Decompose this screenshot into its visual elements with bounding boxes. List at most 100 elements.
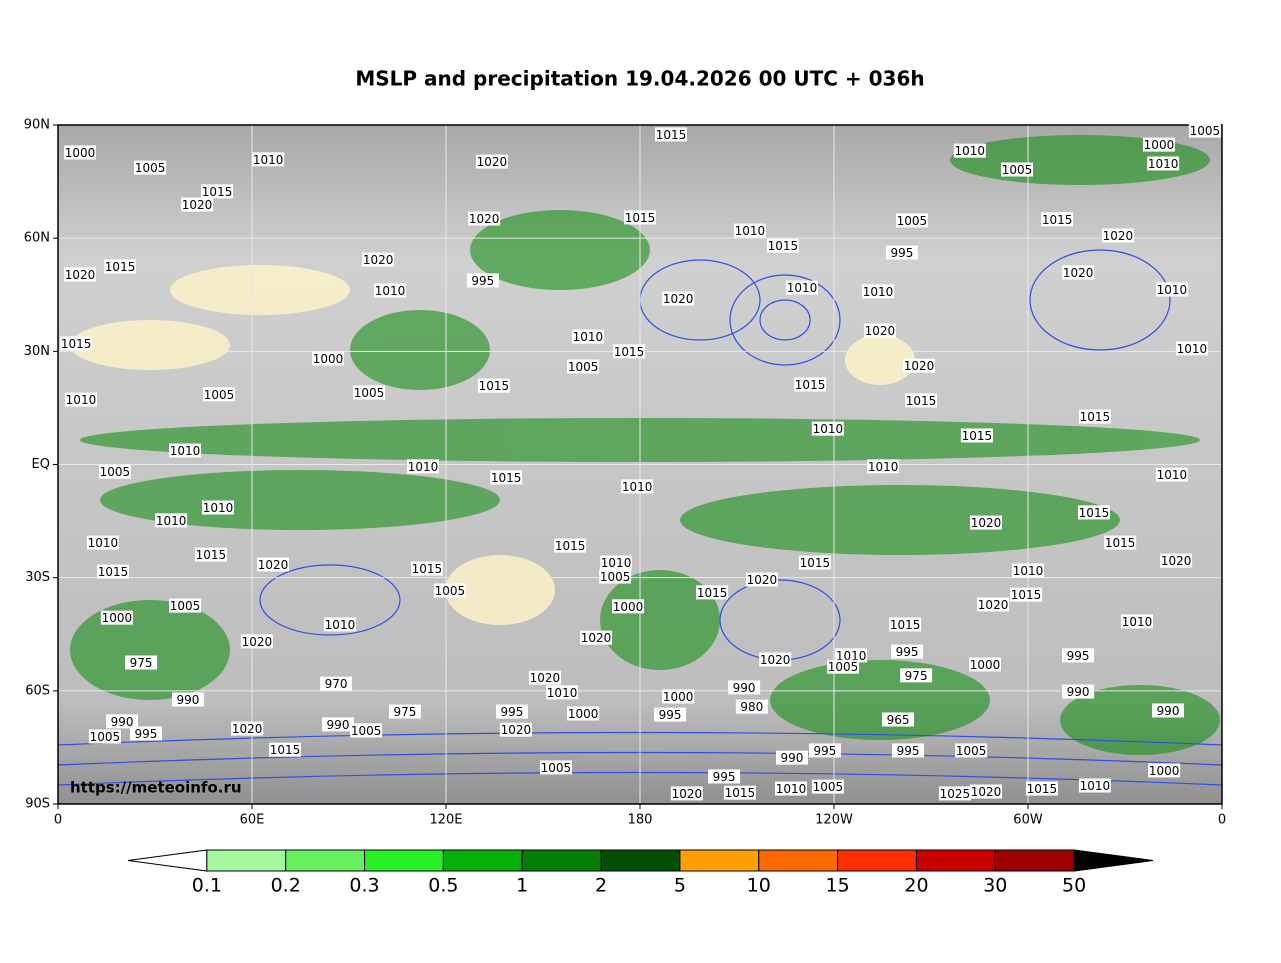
colorbar-label: 10 <box>747 875 771 897</box>
isobar-label: 1020 <box>581 631 612 645</box>
isobar-label: 1020 <box>182 198 213 212</box>
isobar-label-box <box>374 283 407 298</box>
y-tick-label: 30N <box>24 344 50 359</box>
isobar-label-box <box>1160 553 1193 568</box>
isobar-label: 1020 <box>232 722 263 736</box>
colorbar-label: 1 <box>516 875 528 897</box>
isobar-label: 1000 <box>313 352 344 366</box>
x-tick-label: 60W <box>1013 813 1043 828</box>
isobar-label-box <box>733 223 766 238</box>
isobar-label-box <box>499 722 532 737</box>
isobar-label: 1020 <box>1103 229 1134 243</box>
isobar-label-box <box>670 786 703 801</box>
isobar-label: 1015 <box>1105 536 1136 550</box>
isobar-label-box <box>662 689 695 704</box>
isobar-label: 1000 <box>613 600 644 614</box>
isobar-label-box <box>410 561 443 576</box>
colorbar-box <box>837 849 917 872</box>
isobar-label: 1020 <box>530 671 561 685</box>
isobar-label-box <box>1152 703 1185 718</box>
isobar-label-box <box>1175 341 1208 356</box>
isobar-label-box <box>1142 137 1175 152</box>
isobar-label: 1020 <box>904 359 935 373</box>
isobar-label-box <box>181 197 214 212</box>
colorbar-label: 0.5 <box>428 875 458 897</box>
isobar-label: 1020 <box>971 785 1002 799</box>
isobar-label: 1010 <box>325 618 356 632</box>
isobar-label-box <box>466 273 499 288</box>
isobar-label-box <box>599 569 632 584</box>
isobar-label-box <box>904 393 937 408</box>
isobar-label: 1010 <box>1080 779 1111 793</box>
isobar-label: 1020 <box>1161 554 1192 568</box>
isobar-label: 1015 <box>412 562 443 576</box>
isobar-label: 1005 <box>541 761 572 775</box>
isobar-label: 1015 <box>800 556 831 570</box>
isobar-label-box <box>827 659 860 674</box>
x-tick-label: 120E <box>429 813 462 828</box>
isobar-label-box <box>201 184 234 199</box>
isobar-label: 1000 <box>65 146 96 160</box>
x-tick-label: 0 <box>54 813 62 828</box>
y-tick-label: 60N <box>24 231 50 246</box>
isobar-label-box <box>1104 535 1137 550</box>
isobar-label: 1015 <box>1011 588 1042 602</box>
isobar-label: 1005 <box>813 780 844 794</box>
isobar-label: 1015 <box>1027 782 1058 796</box>
isobar-label: 1000 <box>1149 764 1180 778</box>
isobar-label-box <box>1078 778 1111 793</box>
isobar-label: 1020 <box>501 723 532 737</box>
isobar-label: 1015 <box>491 471 522 485</box>
isobar-label: 1010 <box>547 686 578 700</box>
isobar-label: 1020 <box>747 573 778 587</box>
isobar-label: 1010 <box>735 224 766 238</box>
colorbar-label: 50 <box>1062 875 1086 897</box>
isobar-label-box <box>468 211 501 226</box>
isobar-label: 1010 <box>863 285 894 299</box>
isobar-label: 1015 <box>768 239 799 253</box>
isobar-label-box <box>63 145 96 160</box>
isobar-label-box <box>580 630 613 645</box>
isobar-label-box <box>885 245 918 260</box>
isobar-label: 1010 <box>1157 283 1188 297</box>
isobar-label: 1000 <box>970 658 1001 672</box>
isobar-label-box <box>811 779 844 794</box>
isobar-label: 1020 <box>672 787 703 801</box>
isobar-label: 1015 <box>1079 506 1110 520</box>
isobar-label-box <box>1025 781 1058 796</box>
y-tick-label: 90N <box>24 118 50 133</box>
isobar-label-box <box>903 358 936 373</box>
isobar-label-box <box>600 555 633 570</box>
isobar-label-box <box>106 714 139 729</box>
isobar-label-box <box>708 769 741 784</box>
isobar-label-box <box>88 729 121 744</box>
isobar-label: 1020 <box>1063 266 1094 280</box>
colorbar-label: 0.3 <box>349 875 379 897</box>
isobar-label: 1015 <box>196 548 227 562</box>
isobar-label-box <box>1120 614 1153 629</box>
isobar-label-box <box>98 464 131 479</box>
isobar-label-box <box>539 760 572 775</box>
isobar-label: 1020 <box>477 155 508 169</box>
isobar-label-box <box>169 598 202 613</box>
x-tick-label: 60E <box>240 813 265 828</box>
colorbar-box <box>994 849 1075 872</box>
isobar-label-box <box>252 152 285 167</box>
isobar-label: 1000 <box>568 707 599 721</box>
isobar-label: 975 <box>393 705 416 719</box>
isobar-label: 1005 <box>600 570 631 584</box>
isobar-label: 1015 <box>725 786 756 800</box>
dry-land <box>70 265 915 625</box>
colorbar-box <box>285 849 366 872</box>
colorbar-label: 30 <box>983 875 1007 897</box>
isobar-label: 1015 <box>1042 213 1073 227</box>
isobar-label-box <box>134 160 167 175</box>
isobar-label: 1020 <box>978 598 1009 612</box>
isobar-label-box <box>1001 162 1034 177</box>
isobar-label-box <box>766 238 799 253</box>
isobar-label: 1000 <box>663 690 694 704</box>
isobar-label-box <box>612 599 645 614</box>
y-tick-label: 90S <box>25 797 50 812</box>
isobar-label-box <box>528 670 561 685</box>
